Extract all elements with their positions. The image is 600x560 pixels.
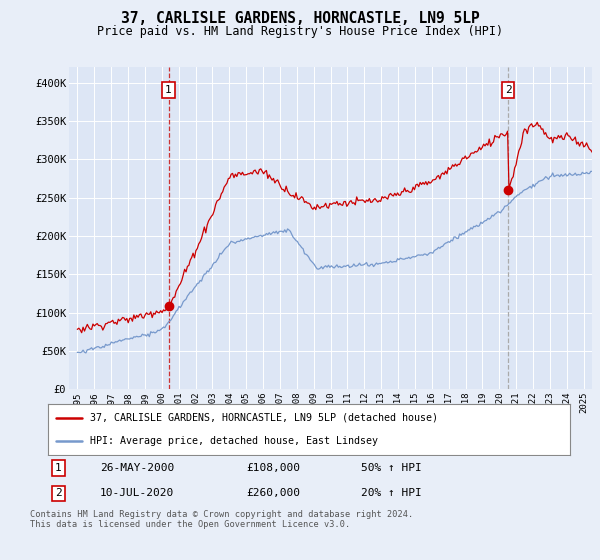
Text: £260,000: £260,000 xyxy=(247,488,301,498)
Text: 37, CARLISLE GARDENS, HORNCASTLE, LN9 5LP: 37, CARLISLE GARDENS, HORNCASTLE, LN9 5L… xyxy=(121,11,479,26)
Text: 50% ↑ HPI: 50% ↑ HPI xyxy=(361,463,422,473)
Text: 37, CARLISLE GARDENS, HORNCASTLE, LN9 5LP (detached house): 37, CARLISLE GARDENS, HORNCASTLE, LN9 5L… xyxy=(90,413,438,423)
Text: 1: 1 xyxy=(165,85,172,95)
Text: 2: 2 xyxy=(55,488,62,498)
Text: £108,000: £108,000 xyxy=(247,463,301,473)
Text: HPI: Average price, detached house, East Lindsey: HPI: Average price, detached house, East… xyxy=(90,436,378,446)
Text: 20% ↑ HPI: 20% ↑ HPI xyxy=(361,488,422,498)
Text: 10-JUL-2020: 10-JUL-2020 xyxy=(100,488,175,498)
Text: Contains HM Land Registry data © Crown copyright and database right 2024.
This d: Contains HM Land Registry data © Crown c… xyxy=(30,510,413,529)
Text: 26-MAY-2000: 26-MAY-2000 xyxy=(100,463,175,473)
Text: Price paid vs. HM Land Registry's House Price Index (HPI): Price paid vs. HM Land Registry's House … xyxy=(97,25,503,38)
Text: 2: 2 xyxy=(505,85,512,95)
Text: 1: 1 xyxy=(55,463,62,473)
